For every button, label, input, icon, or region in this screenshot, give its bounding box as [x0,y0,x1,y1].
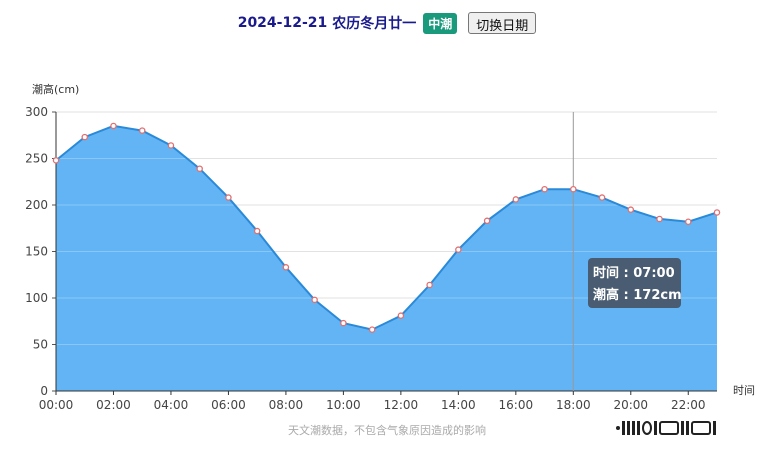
data-point [340,319,347,327]
data-point [253,227,261,235]
data-point [685,218,692,225]
date-header: 2024-12-21 农历冬月廿一 中潮 切换日期 [0,10,774,36]
watermark-logo [616,419,761,437]
switch-date-button[interactable]: 切换日期 [468,12,537,34]
data-point [138,127,146,134]
data-point [627,206,635,213]
y-tick-label: 100 [25,291,48,305]
y-tick-label: 300 [25,105,48,119]
x-tick-label: 14:00 [441,398,476,412]
data-point [81,133,88,141]
data-point [225,194,232,201]
y-tick-label: 250 [25,152,48,166]
y-axis-label: 潮高(cm) [32,82,79,96]
x-tick-label: 10:00 [326,398,361,412]
y-tick-label: 50 [33,338,48,352]
date-label: 2024-12-21 [237,15,328,31]
y-tick-label: 0 [40,384,48,398]
x-tick-label: 08:00 [269,398,304,412]
tide-line [55,124,718,331]
y-tick-label: 200 [25,198,48,212]
x-tick-label: 16:00 [499,398,534,412]
data-point [570,185,577,193]
data-point [455,246,462,253]
data-point [512,196,520,203]
data-point [541,185,548,193]
x-tick-label: 22:00 [671,398,706,412]
data-point [311,296,318,304]
x-tick-label: 20:00 [613,398,648,412]
tooltip-time: 时间 : 07:00 [593,265,675,281]
lunar-date-label: 农历冬月廿一 [332,16,417,32]
data-point [598,194,606,201]
tide-type-badge: 中潮 [423,12,458,34]
x-tick-label: 18:00 [556,398,591,412]
tide-area [56,125,717,392]
tooltip-height: 潮高 : 172cm [593,287,682,303]
tooltip-box [588,258,681,308]
data-point [52,157,60,164]
data-point [483,217,491,225]
data-point [282,264,290,271]
data-point [397,312,405,319]
x-tick-label: 00:00 [39,398,74,412]
data-point [196,165,203,172]
data-disclaimer: 天文潮数据，不包含气象原因造成的影响 [288,424,486,437]
x-tick-label: 12:00 [384,398,419,412]
x-axis-label: 时间 [733,384,755,397]
data-point [368,326,376,333]
x-tick-label: 04:00 [154,398,189,412]
y-tick-label: 150 [25,245,48,259]
data-point [656,215,663,223]
x-tick-label: 02:00 [96,398,131,412]
data-point [167,142,175,149]
x-tick-label: 06:00 [211,398,246,412]
data-point [110,122,117,130]
data-point [426,281,433,289]
data-point [713,209,721,216]
